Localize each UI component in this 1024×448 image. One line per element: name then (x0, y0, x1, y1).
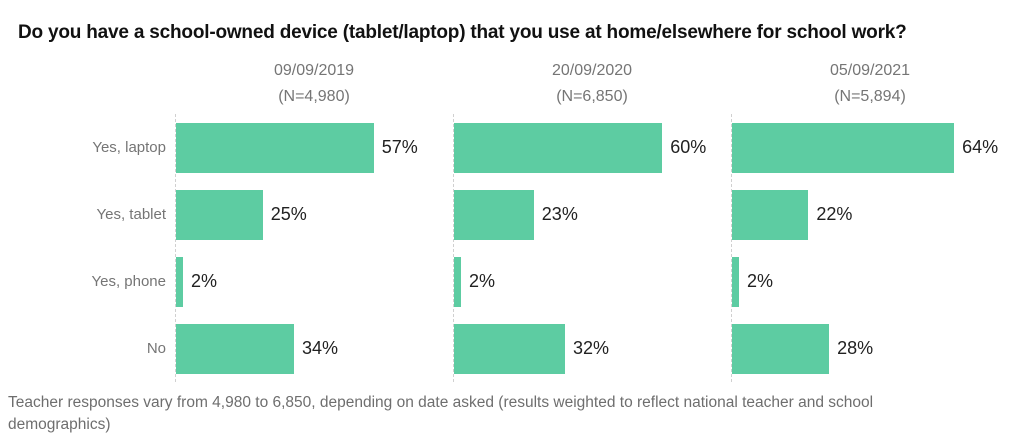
category-label: Yes, tablet (96, 206, 167, 223)
bar-row: 57% (176, 114, 453, 181)
panel-date-label: 05/09/2021 (829, 62, 911, 79)
bar-value-label: 2% (190, 271, 217, 291)
bar (176, 122, 374, 173)
bar-value-label: 2% (468, 271, 495, 291)
panel-header-row: 09/09/2019 (N=4,980) 20/09/2020 (N=6,850… (0, 58, 1009, 110)
bar-panel-2019: 57% 25% 2% 34% (175, 114, 453, 382)
bar-value-label: 32% (573, 338, 610, 358)
bar-row: 34% (176, 315, 453, 382)
panel-header-2020: 20/09/2020 (N=6,850) (453, 58, 731, 110)
bar (454, 256, 461, 307)
bar-value-label: 23% (541, 204, 578, 224)
bar-value-label: 64% (962, 137, 999, 157)
category-labels-column: Yes, laptop Yes, tablet Yes, phone No (0, 114, 175, 382)
bar-panel-2021: 64% 22% 2% 28% (731, 114, 1009, 382)
bar (732, 323, 830, 374)
bar (454, 323, 566, 374)
bar (176, 256, 183, 307)
bar-value-label: 22% (816, 204, 853, 224)
bar-row: 2% (176, 248, 453, 315)
labels-spacer (0, 58, 175, 110)
panel-n-label: (N=4,980) (278, 88, 350, 105)
bar (176, 189, 263, 240)
bar (732, 122, 955, 173)
bar (732, 256, 739, 307)
bar-value-label: 25% (270, 204, 307, 224)
bar (176, 323, 294, 374)
chart-title: Do you have a school-owned device (table… (18, 22, 907, 43)
category-label: No (146, 340, 166, 357)
bar-row: 64% (732, 114, 1009, 181)
chart-footnote: Teacher responses vary from 4,980 to 6,8… (8, 394, 874, 433)
bar-row: 2% (732, 248, 1009, 315)
bar (454, 122, 663, 173)
bar-value-label: 28% (837, 338, 874, 358)
bar-value-label: 57% (381, 137, 418, 157)
category-label: Yes, laptop (92, 139, 166, 156)
panel-date-label: 09/09/2019 (273, 62, 355, 79)
bar (732, 189, 809, 240)
bar-value-label: 34% (301, 338, 338, 358)
bar-row: 28% (732, 315, 1009, 382)
bar-row: 60% (454, 114, 731, 181)
panel-n-label: (N=6,850) (556, 88, 628, 105)
bar-panel-2020: 60% 23% 2% 32% (453, 114, 731, 382)
bar-row: 32% (454, 315, 731, 382)
category-label: Yes, phone (91, 273, 166, 290)
bar-row: 22% (732, 181, 1009, 248)
chart-body: Yes, laptop Yes, tablet Yes, phone No 57% 25… (0, 114, 1009, 382)
bar-row: 23% (454, 181, 731, 248)
bar-value-label: 2% (746, 271, 773, 291)
grouped-bar-chart: 09/09/2019 (N=4,980) 20/09/2020 (N=6,850… (0, 58, 1009, 382)
panel-n-label: (N=5,894) (834, 88, 906, 105)
bar-value-label: 60% (670, 137, 707, 157)
panel-header-2019: 09/09/2019 (N=4,980) (175, 58, 453, 110)
bar (454, 189, 534, 240)
bar-row: 25% (176, 181, 453, 248)
panel-header-2021: 05/09/2021 (N=5,894) (731, 58, 1009, 110)
panel-date-label: 20/09/2020 (551, 62, 633, 79)
bar-row: 2% (454, 248, 731, 315)
